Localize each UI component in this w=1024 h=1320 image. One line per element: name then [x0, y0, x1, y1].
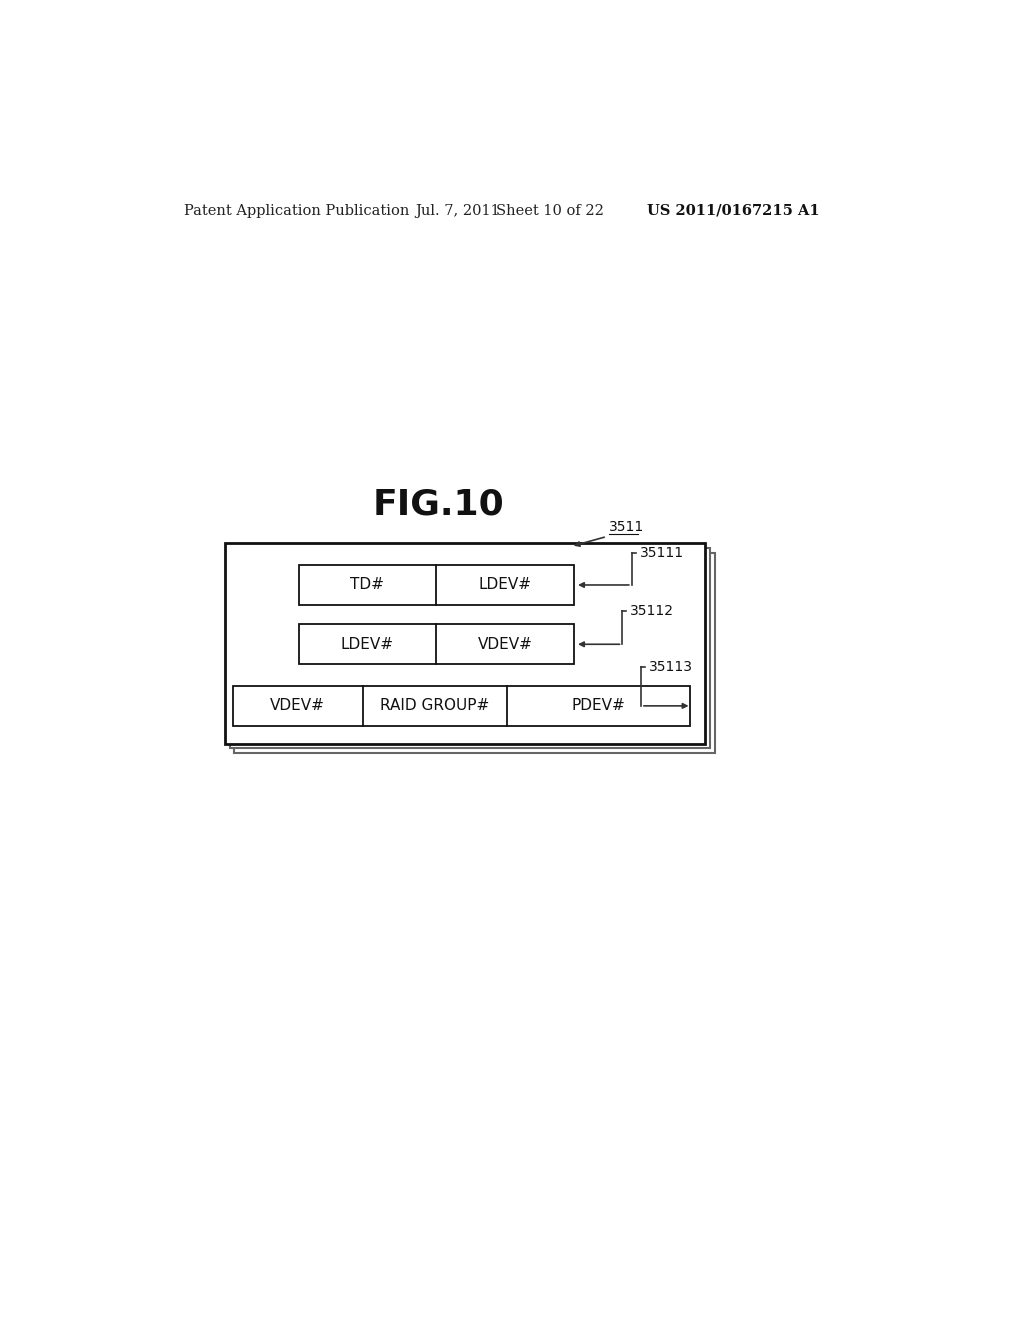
Text: VDEV#: VDEV# — [477, 636, 532, 652]
Bar — [234, 553, 715, 752]
Text: TD#: TD# — [350, 577, 384, 593]
Text: RAID GROUP#: RAID GROUP# — [380, 698, 489, 713]
Text: US 2011/0167215 A1: US 2011/0167215 A1 — [647, 203, 820, 218]
Text: Sheet 10 of 22: Sheet 10 of 22 — [496, 203, 604, 218]
Bar — [225, 544, 706, 743]
Bar — [229, 548, 710, 748]
Text: 35112: 35112 — [630, 605, 674, 618]
Text: 3511: 3511 — [608, 520, 644, 535]
Text: 35113: 35113 — [649, 660, 693, 673]
Text: 35111: 35111 — [640, 546, 684, 561]
Bar — [299, 565, 573, 605]
Text: PDEV#: PDEV# — [571, 698, 626, 713]
Text: VDEV#: VDEV# — [270, 698, 326, 713]
Text: Patent Application Publication: Patent Application Publication — [183, 203, 410, 218]
Text: Jul. 7, 2011: Jul. 7, 2011 — [415, 203, 500, 218]
Text: LDEV#: LDEV# — [341, 636, 394, 652]
Bar — [232, 686, 690, 726]
Text: FIG.10: FIG.10 — [372, 488, 504, 521]
Text: LDEV#: LDEV# — [478, 577, 531, 593]
Bar — [299, 624, 573, 664]
